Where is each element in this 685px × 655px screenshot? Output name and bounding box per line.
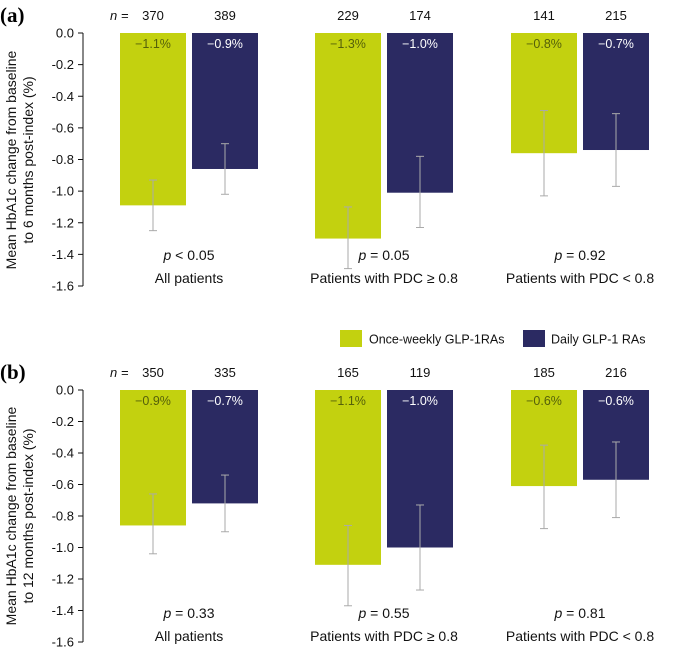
pct-label-daily: −0.6% — [598, 394, 634, 408]
n-value-once-weekly: 229 — [337, 8, 359, 23]
p-value-symbol: p — [163, 605, 172, 621]
y-tick-label: -0.2 — [52, 57, 74, 72]
pct-label-once-weekly: −0.6% — [526, 394, 562, 408]
legend: Once-weekly GLP-1RAs Daily GLP-1 RAs — [340, 330, 645, 347]
pct-label-once-weekly: −1.1% — [330, 394, 366, 408]
bar-once-weekly — [315, 33, 381, 239]
p-value-symbol: p — [554, 605, 563, 621]
category-label: Patients with PDC ≥ 0.8 — [310, 628, 458, 644]
bar-once-weekly — [120, 33, 186, 206]
n-value-daily: 335 — [214, 365, 236, 380]
p-value-text: = 0.33 — [171, 605, 214, 621]
y-tick-label: -1.2 — [52, 572, 74, 587]
category-label: All patients — [155, 270, 223, 286]
p-value-symbol: p — [358, 605, 367, 621]
n-value-daily: 174 — [409, 8, 431, 23]
pct-label-once-weekly: −1.3% — [330, 37, 366, 51]
p-value: p < 0.05 — [163, 247, 215, 263]
pct-label-daily: −0.7% — [598, 37, 634, 51]
p-value: p = 0.33 — [163, 605, 215, 621]
panel-label: (a) — [0, 3, 25, 27]
p-value-symbol: p — [554, 247, 563, 263]
category-label: Patients with PDC ≥ 0.8 — [310, 270, 458, 286]
y-tick-label: 0.0 — [56, 383, 74, 398]
y-axis-title: Mean HbA1c change from baselineto 12 mon… — [3, 406, 36, 625]
pct-label-daily: −0.7% — [207, 394, 243, 408]
pct-label-daily: −0.9% — [207, 37, 243, 51]
y-tick-label: 0.0 — [56, 26, 74, 41]
y-tick-label: -1.6 — [52, 279, 74, 294]
y-tick-label: -1.6 — [52, 635, 74, 650]
p-value-text: < 0.05 — [171, 247, 214, 263]
p-value: p = 0.92 — [554, 247, 606, 263]
n-value-daily: 215 — [605, 8, 627, 23]
p-value-text: = 0.55 — [366, 605, 409, 621]
pct-label-daily: −1.0% — [402, 394, 438, 408]
y-tick-label: -1.0 — [52, 184, 74, 199]
p-value-symbol: p — [358, 247, 367, 263]
y-axis-title-line: to 12 months post-index (%) — [20, 428, 36, 603]
p-value-text: = 0.92 — [562, 247, 605, 263]
pct-label-once-weekly: −1.1% — [135, 37, 171, 51]
y-tick-label: -0.4 — [52, 89, 74, 104]
n-prefix: n = — [110, 8, 129, 23]
chart-panels: (a)Mean HbA1c change from baselineto 6 m… — [0, 3, 654, 650]
y-tick-label: -0.8 — [52, 509, 74, 524]
y-axis-title-line: Mean HbA1c change from baseline — [3, 50, 19, 269]
y-tick-label: -1.4 — [52, 603, 74, 618]
p-value-symbol: p — [163, 247, 172, 263]
y-axis-title-line: to 6 months post-index (%) — [20, 76, 36, 243]
category-label: Patients with PDC < 0.8 — [506, 628, 654, 644]
n-prefix: n = — [110, 365, 129, 380]
y-axis-title: Mean HbA1c change from baselineto 6 mont… — [3, 50, 36, 269]
legend-swatch-daily — [523, 330, 545, 347]
y-tick-label: -0.2 — [52, 414, 74, 429]
n-value-once-weekly: 165 — [337, 365, 359, 380]
n-value-once-weekly: 185 — [533, 365, 555, 380]
y-tick-label: -0.6 — [52, 477, 74, 492]
pct-label-once-weekly: −0.9% — [135, 394, 171, 408]
legend-label-daily: Daily GLP-1 RAs — [551, 333, 645, 347]
p-value: p = 0.05 — [358, 247, 410, 263]
n-value-daily: 389 — [214, 8, 236, 23]
n-value-daily: 216 — [605, 365, 627, 380]
p-value-text: = 0.81 — [562, 605, 605, 621]
n-value-once-weekly: 141 — [533, 8, 555, 23]
n-value-once-weekly: 350 — [142, 365, 164, 380]
p-value-text: = 0.05 — [366, 247, 409, 263]
y-tick-label: -0.6 — [52, 120, 74, 135]
n-value-once-weekly: 370 — [142, 8, 164, 23]
panel-label: (b) — [0, 360, 26, 384]
y-tick-label: -1.2 — [52, 215, 74, 230]
legend-label-once-weekly: Once-weekly GLP-1RAs — [369, 333, 504, 347]
y-axis-title-line: Mean HbA1c change from baseline — [3, 406, 19, 625]
p-value: p = 0.55 — [358, 605, 410, 621]
y-tick-label: -0.8 — [52, 152, 74, 167]
chart-panel-a: (a) Mean HbA1c change from baselineto 6 m… — [0, 3, 654, 294]
pct-label-once-weekly: −0.8% — [526, 37, 562, 51]
pct-label-daily: −1.0% — [402, 37, 438, 51]
n-value-daily: 119 — [410, 365, 431, 380]
p-value: p = 0.81 — [554, 605, 606, 621]
category-label: Patients with PDC < 0.8 — [506, 270, 654, 286]
category-label: All patients — [155, 628, 223, 644]
y-tick-label: -1.0 — [52, 540, 74, 555]
legend-swatch-once-weekly — [340, 330, 362, 347]
chart-panel-b: (b) Mean HbA1c change from baselineto 12 … — [0, 360, 654, 650]
y-tick-label: -1.4 — [52, 247, 74, 262]
y-tick-label: -0.4 — [52, 446, 74, 461]
